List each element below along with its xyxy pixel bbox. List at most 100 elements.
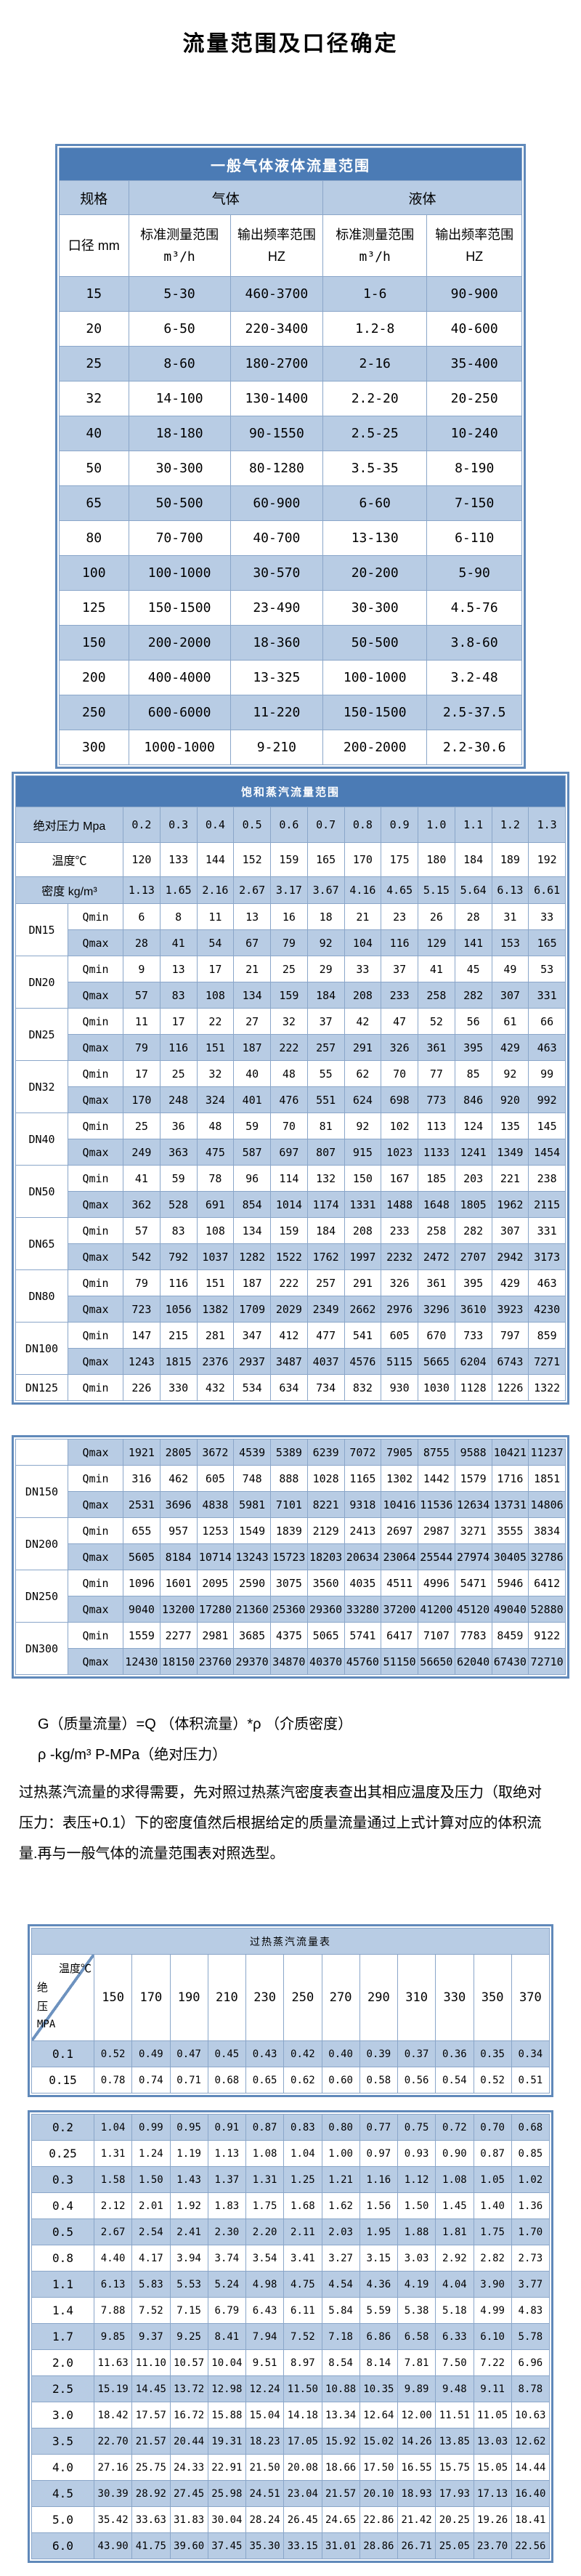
qmin-value: 28 — [454, 903, 492, 930]
qmin-label: Qmin — [68, 1165, 123, 1192]
qmax-row: Qmax 249 363 475 587 697 807 915 1023 1133 1241 134… — [16, 1139, 566, 1166]
qmax-value: 18203 — [306, 1543, 345, 1570]
qmax-value: 7101 — [270, 1491, 308, 1518]
superheated-density-row: 0.5 2.67 2.54 2.41 2.30 2.20 2.11 2.03 1.95 1.88 1… — [31, 2218, 550, 2245]
qmin-value: 3685 — [233, 1622, 271, 1649]
qmax-value: 233 — [381, 982, 418, 1009]
qmax-value: 18150 — [159, 1648, 198, 1675]
qmax-value: 2662 — [344, 1296, 382, 1323]
qmin-value: 17 — [196, 956, 235, 982]
qmin-value: 208 — [344, 1217, 382, 1244]
qmin-label: Qmin — [68, 1008, 123, 1035]
gas-frequency-cell: 18-360 — [229, 625, 324, 661]
gas-liquid-flow-table: 一般气体液体流量范围 规格 气体 液体 口径 mm 标准测量范围 m³/h 输出… — [55, 144, 526, 769]
qmax-row: Qmax 1243 1815 2376 2937 3487 4037 4576 5115 5665… — [16, 1348, 566, 1375]
qmin-value: 53 — [528, 956, 566, 982]
qmin-value: 2987 — [418, 1517, 455, 1544]
diameter-cell: 300 — [59, 730, 129, 765]
qmax-value: 5605 — [123, 1543, 161, 1570]
qmax-label: Qmax — [68, 1191, 123, 1218]
saturated-table-body: 绝对压力 Mpa 0.2 0.3 0.4 0.5 0.6 0.7 0.8 0.9 1.0 1.1 1.… — [15, 807, 566, 1401]
qmax-value: 1962 — [491, 1191, 529, 1218]
density-value: 1.16 — [359, 2166, 399, 2193]
density-value: 15.75 — [435, 2454, 474, 2481]
qmin-label: Qmin — [68, 1060, 123, 1087]
qmin-value: 85 — [454, 1060, 492, 1087]
density-value: 26.71 — [397, 2532, 436, 2559]
qmax-value: 12634 — [454, 1491, 492, 1518]
gas-liquid-row: 250 600-6000 11-220 150-1500 2.5-37.5 — [59, 695, 522, 730]
qmin-row: DN15 Qmin 6 8 11 13 16 18 21 23 26 28 31 33 — [15, 903, 566, 956]
qmax-value: 11536 — [418, 1491, 455, 1518]
density-value: 4.75 — [283, 2271, 322, 2298]
qmin-value: 25 — [270, 956, 308, 982]
temperature-value: 133 — [159, 842, 198, 877]
qmax-value: 29360 — [306, 1596, 345, 1623]
qmin-value: 33 — [528, 903, 566, 930]
diameter-cell: 25 — [59, 346, 129, 381]
gas-frequency-cell: 130-1400 — [229, 381, 324, 416]
gas-range-cell: 400-4000 — [128, 660, 231, 695]
pressure-label-cell: 2.0 — [31, 2349, 94, 2376]
gas-range-cell: 8-60 — [128, 346, 231, 381]
qmin-value: 1226 — [491, 1374, 529, 1401]
liquid-frequency-cell: 2.2-30.6 — [426, 730, 522, 765]
qmin-value: 47 — [381, 1008, 418, 1035]
pressure-label-cell: 6.0 — [31, 2532, 94, 2559]
qmin-value: 36 — [159, 1113, 198, 1139]
qmax-value: 41 — [159, 929, 198, 956]
density-value: 21.50 — [245, 2454, 285, 2481]
qmax-value: 52880 — [528, 1596, 566, 1623]
qmax-value: 1648 — [418, 1191, 455, 1218]
qmax-value: 792 — [159, 1243, 198, 1270]
qmin-value: 102 — [381, 1113, 418, 1139]
density-value: 1.00 — [321, 2140, 360, 2167]
qmin-value: 70 — [381, 1060, 418, 1087]
gas-frequency-cell: 30-570 — [229, 555, 324, 591]
qmax-value: 1762 — [306, 1243, 345, 1270]
liquid-range-cell: 100-1000 — [322, 660, 428, 695]
superheated-table-title: 过热蒸汽流量表 — [31, 1928, 550, 1955]
density-value: 0.60 — [321, 2067, 360, 2093]
density-value: 43.90 — [93, 2532, 133, 2559]
qmin-label: Qmin — [68, 1622, 123, 1649]
diameter-header: 口径 mm — [59, 214, 129, 277]
qmax-row: Qmax 2531 3696 4838 5981 7101 8221 9318 10416 115… — [16, 1491, 566, 1518]
qmin-value: 634 — [270, 1374, 308, 1401]
qmax-value: 2472 — [418, 1243, 455, 1270]
density-value: 12.64 — [359, 2402, 399, 2428]
qmin-value: 733 — [454, 1322, 492, 1349]
qmin-value: 124 — [454, 1113, 492, 1139]
pressure-label-cell: 0.5 — [31, 2218, 94, 2245]
qmax-value: 4838 — [196, 1491, 235, 1518]
diameter-cell: 80 — [59, 520, 129, 556]
density-value: 5.83 — [131, 2271, 171, 2298]
gas-range-cell: 600-6000 — [128, 695, 231, 730]
pressure-label-cell: 0.8 — [31, 2245, 94, 2272]
density-value: 15.04 — [245, 2402, 285, 2428]
qmin-value: 859 — [528, 1322, 566, 1349]
density-value: 22.70 — [93, 2428, 133, 2455]
qmax-value: 67 — [233, 929, 271, 956]
qmin-value: 347 — [233, 1322, 271, 1349]
qmax-row: Qmax 1921 2805 3672 4539 5389 6239 7072 7905 8755… — [15, 1439, 566, 1466]
qmax-value: 1709 — [233, 1296, 271, 1323]
density-value: 16.40 — [511, 2480, 550, 2507]
density-value: 1.45 — [435, 2192, 474, 2219]
superheated-table-body: 0.1 0.52 0.49 0.47 0.45 0.43 0.42 0.40 0.39 0.37 0… — [31, 2040, 550, 2093]
qmin-value: 52 — [418, 1008, 455, 1035]
density-value: 4.83 — [511, 2297, 550, 2324]
liquid-frequency-cell: 3.8-60 — [426, 625, 522, 661]
qmax-value: 10714 — [196, 1543, 235, 1570]
liquid-range-cell: 6-60 — [322, 485, 428, 521]
temperature-value: 152 — [233, 842, 271, 877]
qmax-value: 3923 — [491, 1296, 529, 1323]
qmax-value: 67430 — [491, 1648, 529, 1675]
liquid-frequency-cell: 5-90 — [426, 555, 522, 591]
density-value: 20.10 — [359, 2480, 399, 2507]
diameter-cell: 250 — [59, 695, 129, 730]
qmax-value: 3487 — [270, 1348, 308, 1375]
qmin-value: 49 — [491, 956, 529, 982]
density-value: 1.13 — [123, 876, 161, 904]
qmin-row: DN65 Qmin 57 83 108 134 159 184 208 233 258 282 307 3… — [15, 1217, 566, 1270]
